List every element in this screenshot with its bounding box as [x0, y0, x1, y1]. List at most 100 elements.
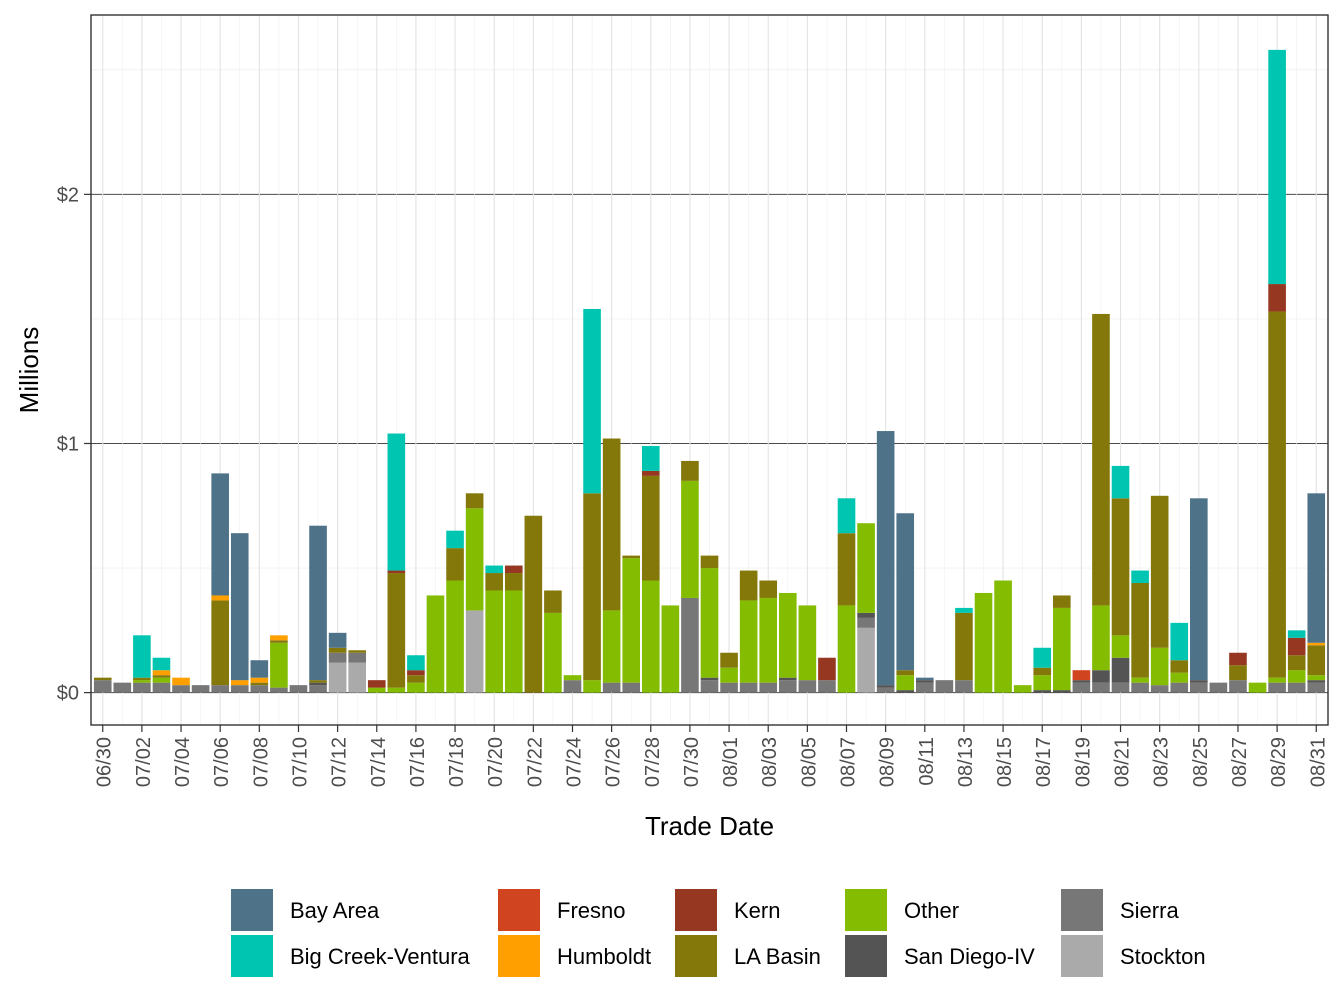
- bar-sierra: [681, 597, 699, 693]
- bar-sierra: [133, 682, 151, 693]
- bar-la-basin: [681, 460, 699, 481]
- bar-sierra: [798, 680, 817, 693]
- bar-la-basin: [348, 650, 366, 653]
- bar-other: [1092, 605, 1110, 671]
- bar-stack-08-03: [759, 580, 778, 693]
- bar-kern: [641, 470, 660, 476]
- bar-other: [661, 605, 680, 693]
- bar-other: [426, 595, 445, 693]
- x-tick-label: 08/09: [877, 737, 899, 787]
- bar-stack-07-07: [230, 533, 249, 693]
- x-axis-title: Trade Date: [645, 811, 774, 841]
- bar-san-diego-iv: [1111, 657, 1130, 683]
- legend-item-la-basin: LA Basin: [675, 935, 821, 977]
- bar-humboldt: [211, 595, 229, 601]
- bar-san-diego-iv: [857, 612, 875, 618]
- bar-bay-area: [876, 431, 895, 686]
- bar-sierra: [1229, 680, 1247, 693]
- x-tick-label: 07/26: [603, 737, 625, 787]
- bar-other: [387, 687, 406, 693]
- bar-bay-area: [250, 660, 269, 678]
- y-axis-title: Millions: [14, 327, 44, 414]
- bar-la-basin: [1033, 667, 1052, 676]
- x-tick-label: 08/27: [1229, 737, 1251, 787]
- bar-other: [504, 590, 523, 693]
- legend-item-big-creek-ventura: Big Creek-Ventura: [231, 935, 471, 977]
- bar-la-basin: [133, 677, 151, 681]
- x-tick-label: 07/16: [407, 737, 429, 787]
- x-tick-label: 08/25: [1190, 737, 1212, 787]
- bar-sierra: [915, 682, 934, 693]
- legend-item-humboldt: Humboldt: [498, 935, 651, 977]
- bar-la-basin: [485, 573, 504, 591]
- y-tick-label: $0: [57, 683, 79, 705]
- bar-other: [583, 680, 601, 693]
- bar-la-basin: [759, 580, 778, 598]
- bar-stack-07-23: [544, 590, 562, 693]
- bar-kern: [1229, 652, 1247, 666]
- bar-stack-08-25: [1190, 498, 1208, 693]
- bar-stack-07-20: [485, 565, 504, 693]
- bar-stack-07-19: [465, 493, 484, 693]
- bar-stack-08-06: [818, 657, 836, 693]
- bar-big-creek-ventura: [1268, 49, 1286, 285]
- bar-stack-08-27: [1229, 652, 1247, 693]
- legend-item-bay-area: Bay Area: [231, 889, 380, 931]
- bar-other: [1013, 685, 1032, 693]
- bar-sierra: [857, 617, 875, 628]
- bar-humboldt: [152, 670, 171, 676]
- bar-other: [1111, 635, 1130, 658]
- bar-other: [270, 642, 288, 688]
- x-tick-label: 08/21: [1112, 737, 1134, 787]
- bar-stack-07-02: [133, 635, 151, 693]
- bar-stack-08-08: [857, 523, 875, 693]
- bar-la-basin: [250, 682, 269, 686]
- x-tick-label: 07/06: [211, 737, 233, 787]
- bar-stack-07-15: [387, 433, 406, 693]
- bar-other: [1248, 682, 1267, 693]
- bar-bay-area: [309, 525, 327, 681]
- bar-san-diego-iv: [876, 685, 895, 688]
- bar-stack-07-11: [309, 525, 327, 693]
- bar-other: [407, 682, 425, 693]
- bar-other: [446, 580, 464, 693]
- bar-sierra: [739, 682, 758, 693]
- bar-la-basin: [544, 590, 562, 613]
- bar-la-basin: [739, 570, 758, 601]
- bar-stack-08-11: [915, 677, 934, 693]
- bar-stack-07-09: [270, 635, 288, 693]
- bar-sierra: [1287, 682, 1306, 693]
- bar-stack-07-22: [524, 515, 543, 693]
- bar-la-basin: [504, 573, 523, 591]
- legend-item-fresno: Fresno: [498, 889, 625, 931]
- bar-stack-08-28: [1248, 682, 1267, 693]
- bar-other: [622, 558, 641, 683]
- bar-stack-08-10: [896, 513, 915, 693]
- bar-la-basin: [524, 515, 543, 693]
- bar-fresno: [1072, 670, 1091, 681]
- bar-big-creek-ventura: [1033, 647, 1052, 668]
- bar-stack-08-12: [935, 680, 954, 693]
- bar-sierra: [876, 687, 895, 693]
- legend-label-la-basin: LA Basin: [734, 944, 821, 969]
- bar-bay-area: [915, 677, 934, 681]
- bar-sierra: [1150, 685, 1169, 693]
- bar-kern: [367, 680, 386, 688]
- bar-humboldt: [1307, 642, 1326, 646]
- bar-other: [485, 590, 504, 693]
- legend-key-sierra: [1061, 889, 1103, 931]
- bar-stack-07-31: [700, 555, 719, 693]
- bar-la-basin: [211, 600, 229, 686]
- legend-label-san-diego-iv: San Diego-IV: [904, 944, 1035, 969]
- x-tick-label: 06/30: [94, 737, 116, 787]
- bar-stack-08-23: [1150, 495, 1169, 693]
- bar-other: [974, 592, 993, 693]
- bar-la-basin: [465, 493, 484, 509]
- legend-key-fresno: [498, 889, 540, 931]
- x-tick-label: 08/05: [798, 737, 820, 787]
- bar-sierra: [1131, 682, 1149, 693]
- bar-la-basin: [1170, 660, 1189, 673]
- bar-la-basin: [1150, 495, 1169, 648]
- bar-kern: [387, 570, 406, 574]
- legend-key-stockton: [1061, 935, 1103, 977]
